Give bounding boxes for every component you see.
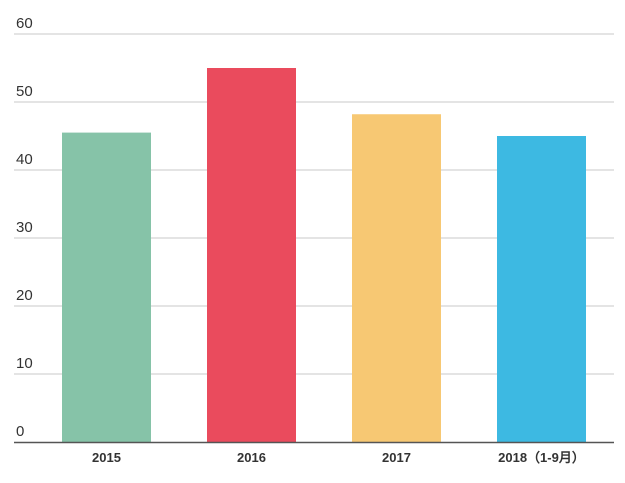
y-axis-tick-labels: 0 10 20 30 40 50 60 [16, 15, 33, 440]
y-tick-label: 0 [16, 423, 24, 440]
y-tick-label: 50 [16, 83, 33, 100]
x-tick-label: 2015 [92, 450, 121, 465]
x-tick-label: 2016 [237, 450, 266, 465]
y-tick-label: 40 [16, 151, 33, 168]
bars [62, 68, 586, 443]
x-tick-label: 2017 [382, 450, 411, 465]
bar-2017 [352, 114, 441, 443]
y-tick-label: 10 [16, 355, 33, 372]
y-tick-label: 30 [16, 219, 33, 236]
bar-2018-1-9 [497, 136, 586, 442]
y-tick-label: 20 [16, 287, 33, 304]
x-tick-label: 2018（1-9月） [498, 450, 585, 465]
bar-2016 [207, 68, 296, 442]
y-tick-label: 60 [16, 15, 33, 32]
x-axis-tick-labels: 2015 2016 2017 2018（1-9月） [92, 450, 585, 465]
bar-2015 [62, 132, 151, 442]
